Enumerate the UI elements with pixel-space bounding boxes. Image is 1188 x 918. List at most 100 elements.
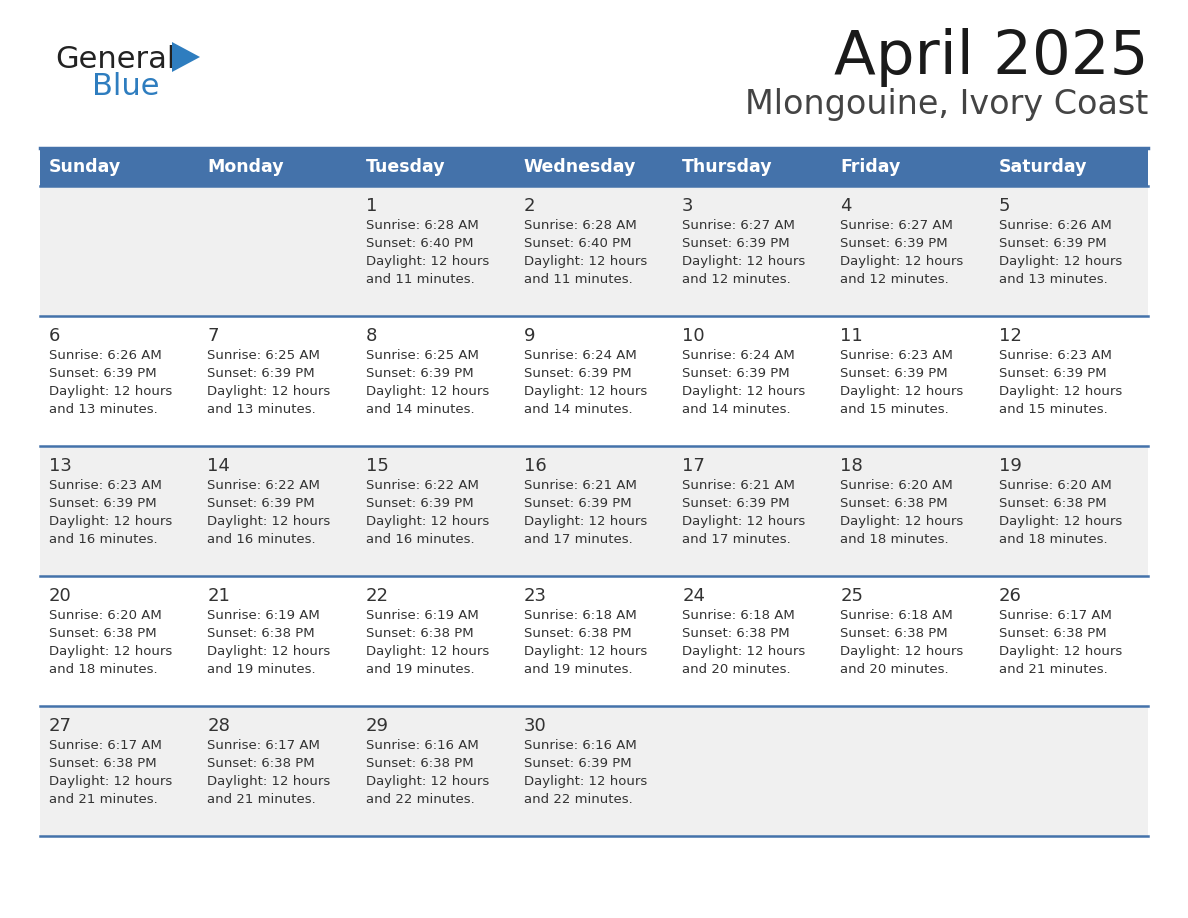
Bar (40, 706, 1148, 836)
Text: and 15 minutes.: and 15 minutes. (999, 403, 1107, 416)
Text: Daylight: 12 hours: Daylight: 12 hours (207, 645, 330, 658)
Text: and 18 minutes.: and 18 minutes. (999, 533, 1107, 546)
Text: and 12 minutes.: and 12 minutes. (840, 273, 949, 286)
Text: and 19 minutes.: and 19 minutes. (207, 663, 316, 676)
Text: 30: 30 (524, 717, 546, 735)
Text: Daylight: 12 hours: Daylight: 12 hours (999, 385, 1121, 398)
Text: and 14 minutes.: and 14 minutes. (366, 403, 474, 416)
Text: 19: 19 (999, 457, 1022, 475)
Text: 3: 3 (682, 197, 694, 215)
Text: Daylight: 12 hours: Daylight: 12 hours (524, 515, 647, 528)
Text: Sunset: 6:38 PM: Sunset: 6:38 PM (207, 757, 315, 770)
Text: Sunset: 6:38 PM: Sunset: 6:38 PM (49, 757, 157, 770)
Text: Sunrise: 6:25 AM: Sunrise: 6:25 AM (207, 349, 320, 362)
Text: Sunset: 6:38 PM: Sunset: 6:38 PM (999, 627, 1106, 640)
Text: 7: 7 (207, 327, 219, 345)
Text: and 21 minutes.: and 21 minutes. (999, 663, 1107, 676)
Text: Sunrise: 6:26 AM: Sunrise: 6:26 AM (49, 349, 162, 362)
Text: Sunset: 6:38 PM: Sunset: 6:38 PM (682, 627, 790, 640)
Text: Daylight: 12 hours: Daylight: 12 hours (682, 385, 805, 398)
Text: Sunset: 6:38 PM: Sunset: 6:38 PM (366, 627, 473, 640)
Text: 14: 14 (207, 457, 230, 475)
Text: and 16 minutes.: and 16 minutes. (49, 533, 158, 546)
Text: 1: 1 (366, 197, 377, 215)
Text: Sunrise: 6:18 AM: Sunrise: 6:18 AM (524, 609, 637, 622)
Text: 28: 28 (207, 717, 230, 735)
Text: Sunrise: 6:16 AM: Sunrise: 6:16 AM (366, 739, 479, 752)
Text: Daylight: 12 hours: Daylight: 12 hours (207, 385, 330, 398)
Text: Sunday: Sunday (49, 158, 121, 176)
Text: and 20 minutes.: and 20 minutes. (840, 663, 949, 676)
Text: 6: 6 (49, 327, 61, 345)
Text: Sunrise: 6:18 AM: Sunrise: 6:18 AM (682, 609, 795, 622)
Text: 15: 15 (366, 457, 388, 475)
Text: 23: 23 (524, 587, 546, 605)
Text: 17: 17 (682, 457, 704, 475)
Text: and 11 minutes.: and 11 minutes. (366, 273, 474, 286)
Text: Sunrise: 6:28 AM: Sunrise: 6:28 AM (366, 219, 479, 232)
Text: Daylight: 12 hours: Daylight: 12 hours (840, 255, 963, 268)
Text: 8: 8 (366, 327, 377, 345)
Text: Tuesday: Tuesday (366, 158, 446, 176)
Text: Sunset: 6:38 PM: Sunset: 6:38 PM (366, 757, 473, 770)
Text: and 13 minutes.: and 13 minutes. (207, 403, 316, 416)
Text: and 22 minutes.: and 22 minutes. (366, 793, 474, 806)
Text: 2: 2 (524, 197, 536, 215)
Text: Daylight: 12 hours: Daylight: 12 hours (49, 645, 172, 658)
Text: Thursday: Thursday (682, 158, 772, 176)
Text: Sunset: 6:39 PM: Sunset: 6:39 PM (840, 237, 948, 250)
Text: Sunrise: 6:22 AM: Sunrise: 6:22 AM (366, 479, 479, 492)
Text: and 13 minutes.: and 13 minutes. (999, 273, 1107, 286)
Text: Sunset: 6:38 PM: Sunset: 6:38 PM (207, 627, 315, 640)
Text: Sunset: 6:39 PM: Sunset: 6:39 PM (682, 237, 790, 250)
Bar (40, 576, 1148, 706)
Text: Sunset: 6:39 PM: Sunset: 6:39 PM (524, 497, 632, 510)
Text: Daylight: 12 hours: Daylight: 12 hours (840, 385, 963, 398)
Text: and 13 minutes.: and 13 minutes. (49, 403, 158, 416)
Text: and 17 minutes.: and 17 minutes. (524, 533, 632, 546)
Text: 26: 26 (999, 587, 1022, 605)
Text: 24: 24 (682, 587, 706, 605)
Text: and 15 minutes.: and 15 minutes. (840, 403, 949, 416)
Bar (40, 446, 1148, 576)
Text: Sunrise: 6:20 AM: Sunrise: 6:20 AM (49, 609, 162, 622)
Text: and 19 minutes.: and 19 minutes. (366, 663, 474, 676)
Text: Sunrise: 6:20 AM: Sunrise: 6:20 AM (840, 479, 953, 492)
Text: 16: 16 (524, 457, 546, 475)
Text: Sunset: 6:39 PM: Sunset: 6:39 PM (999, 367, 1106, 380)
Text: Daylight: 12 hours: Daylight: 12 hours (366, 775, 488, 788)
Text: 5: 5 (999, 197, 1010, 215)
Text: and 16 minutes.: and 16 minutes. (366, 533, 474, 546)
Text: Sunrise: 6:21 AM: Sunrise: 6:21 AM (524, 479, 637, 492)
Text: 20: 20 (49, 587, 71, 605)
Text: and 17 minutes.: and 17 minutes. (682, 533, 791, 546)
Text: Sunset: 6:38 PM: Sunset: 6:38 PM (49, 627, 157, 640)
Text: Sunset: 6:39 PM: Sunset: 6:39 PM (207, 367, 315, 380)
Text: and 12 minutes.: and 12 minutes. (682, 273, 791, 286)
Text: Sunrise: 6:17 AM: Sunrise: 6:17 AM (49, 739, 162, 752)
Text: Sunrise: 6:25 AM: Sunrise: 6:25 AM (366, 349, 479, 362)
Text: Daylight: 12 hours: Daylight: 12 hours (49, 775, 172, 788)
Text: and 16 minutes.: and 16 minutes. (207, 533, 316, 546)
Text: Daylight: 12 hours: Daylight: 12 hours (524, 385, 647, 398)
Text: Sunrise: 6:26 AM: Sunrise: 6:26 AM (999, 219, 1112, 232)
Text: Sunset: 6:38 PM: Sunset: 6:38 PM (999, 497, 1106, 510)
Text: Sunrise: 6:19 AM: Sunrise: 6:19 AM (207, 609, 320, 622)
Text: and 21 minutes.: and 21 minutes. (49, 793, 158, 806)
Text: Daylight: 12 hours: Daylight: 12 hours (999, 645, 1121, 658)
Text: Sunset: 6:40 PM: Sunset: 6:40 PM (366, 237, 473, 250)
Text: Blue: Blue (91, 72, 159, 101)
Text: Mlongouine, Ivory Coast: Mlongouine, Ivory Coast (745, 88, 1148, 121)
Text: Daylight: 12 hours: Daylight: 12 hours (840, 515, 963, 528)
Text: Sunset: 6:39 PM: Sunset: 6:39 PM (524, 367, 632, 380)
Text: Daylight: 12 hours: Daylight: 12 hours (682, 645, 805, 658)
Text: and 11 minutes.: and 11 minutes. (524, 273, 632, 286)
Text: Sunset: 6:39 PM: Sunset: 6:39 PM (366, 497, 473, 510)
Text: Daylight: 12 hours: Daylight: 12 hours (524, 775, 647, 788)
Bar (40, 148, 1148, 186)
Bar (40, 186, 1148, 316)
Text: Sunrise: 6:21 AM: Sunrise: 6:21 AM (682, 479, 795, 492)
Text: Sunset: 6:39 PM: Sunset: 6:39 PM (999, 237, 1106, 250)
Text: 4: 4 (840, 197, 852, 215)
Text: and 14 minutes.: and 14 minutes. (682, 403, 791, 416)
